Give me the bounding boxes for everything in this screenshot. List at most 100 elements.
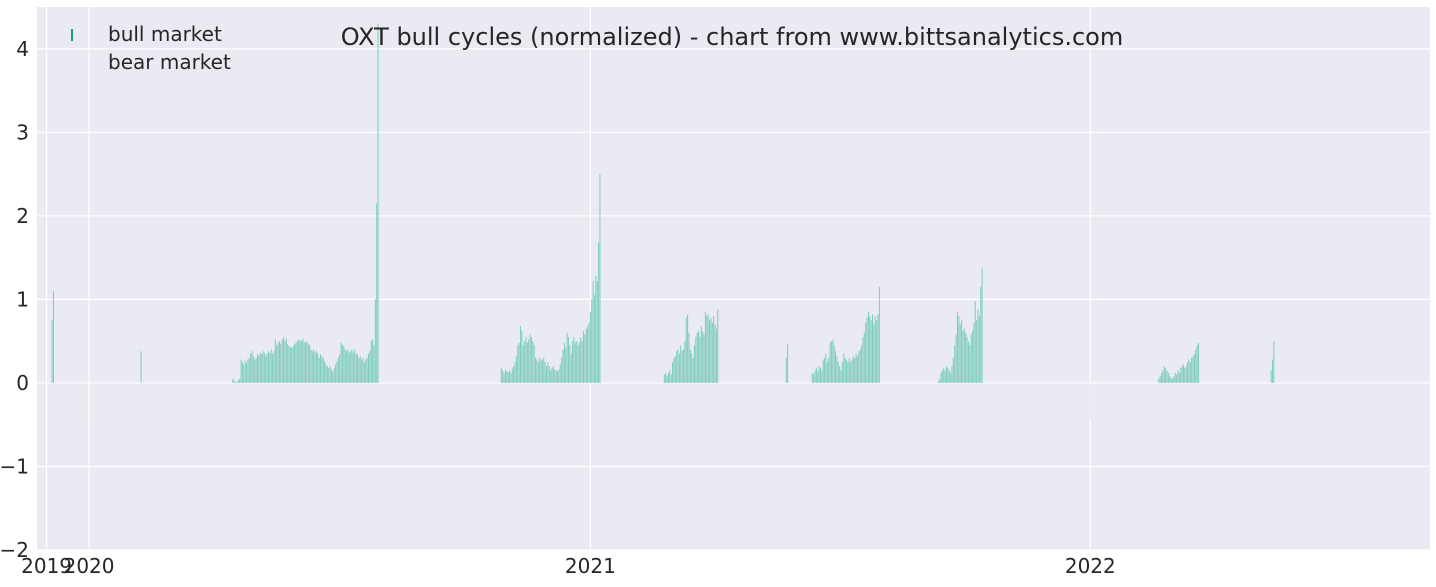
bull-market-bar	[540, 360, 542, 383]
bull-market-bar	[855, 353, 857, 383]
bull-market-bar	[296, 341, 298, 383]
bull-market-bar	[954, 345, 956, 383]
bull-market-bar	[284, 341, 286, 383]
bull-market-bar	[522, 345, 524, 383]
bull-market-bar	[304, 342, 306, 383]
bull-market-bar	[311, 351, 313, 383]
bars	[51, 23, 1275, 425]
legend-bear-swatch	[71, 58, 73, 70]
bull-market-bar	[1178, 372, 1180, 383]
bull-market-bar	[567, 336, 569, 383]
bull-market-bar	[533, 345, 535, 383]
bull-market-bar	[704, 311, 706, 383]
bull-market-bar	[529, 334, 531, 383]
bull-market-bar	[546, 366, 548, 383]
bull-market-bar	[558, 369, 560, 383]
bull-market-bar	[958, 316, 960, 383]
bull-market-bar	[326, 366, 328, 383]
bull-market-bar	[974, 301, 976, 383]
x-tick-label: 2020	[64, 554, 115, 578]
bull-market-bar	[698, 331, 700, 383]
bull-market-bar	[711, 322, 713, 383]
y-axis-tick-labels: −2 −1 0 1 2 3 4	[0, 37, 29, 562]
bull-market-bar	[257, 354, 259, 383]
bull-market-bar	[819, 367, 821, 383]
bull-market-bar	[251, 351, 253, 383]
bull-market-bar	[1181, 366, 1183, 383]
bull-market-bar	[696, 332, 698, 383]
bull-market-bar	[945, 366, 948, 383]
plot-background	[37, 7, 1430, 550]
bull-market-bar	[299, 340, 301, 383]
bull-market-bar	[695, 336, 697, 383]
bull-market-bar	[962, 331, 964, 383]
bull-market-bar	[513, 366, 515, 383]
bull-market-bar	[363, 362, 365, 383]
bull-market-bar	[285, 338, 287, 383]
bull-market-bar	[874, 316, 876, 383]
bull-market-bar	[348, 352, 350, 383]
bull-market-bar	[578, 342, 580, 383]
bull-market-bar	[862, 336, 864, 383]
bull-market-bar	[943, 367, 945, 383]
bull-market-bar	[51, 320, 53, 383]
bull-market-bar	[237, 380, 239, 383]
bull-market-bar	[851, 359, 853, 383]
bull-market-bar	[1184, 367, 1186, 383]
bull-market-bar	[539, 357, 541, 383]
bull-market-bar	[376, 203, 378, 383]
bull-market-bar	[693, 345, 695, 383]
bull-market-bar	[272, 353, 274, 383]
bull-market-bar	[848, 357, 850, 383]
bull-market-bar	[536, 359, 538, 383]
bull-market-bar	[1193, 353, 1195, 383]
bull-market-bar	[300, 341, 302, 383]
bull-market-bar	[1165, 367, 1167, 383]
bull-market-bar	[972, 331, 974, 383]
plot-area	[37, 7, 1430, 550]
bull-market-bar	[321, 356, 323, 383]
bull-market-bar	[1271, 359, 1273, 383]
bull-market-bar	[359, 356, 361, 383]
bull-market-bar	[313, 349, 315, 383]
bull-market-bar	[581, 341, 583, 383]
bull-market-bar	[1273, 341, 1275, 383]
bull-market-bar	[1177, 370, 1179, 383]
bull-market-bar	[552, 366, 554, 383]
bull-market-bar	[287, 344, 289, 383]
bull-market-bar	[339, 354, 341, 383]
bull-market-bar	[854, 357, 856, 383]
bull-market-bar	[869, 316, 871, 383]
bull-market-bar	[559, 364, 561, 383]
bull-market-bar	[670, 374, 672, 383]
x-tick-label: 2019	[21, 554, 72, 578]
bull-market-bar	[1174, 372, 1176, 383]
bull-market-bar	[667, 372, 669, 383]
bull-market-bar	[685, 317, 687, 383]
bull-market-bar	[374, 299, 376, 383]
bull-market-bar	[588, 322, 590, 383]
bull-market-bar	[554, 369, 556, 383]
bull-market-bar	[839, 366, 841, 383]
bull-market-bar	[699, 336, 701, 383]
bull-market-bar	[689, 349, 691, 383]
bull-market-bar	[274, 339, 276, 383]
bull-market-bar	[329, 366, 331, 383]
bull-market-bar	[252, 356, 254, 383]
bull-market-bar	[666, 376, 668, 383]
bull-market-bar	[336, 361, 338, 383]
bull-market-bar	[347, 349, 349, 383]
bull-market-bar	[298, 339, 300, 383]
bull-market-bar	[825, 353, 827, 383]
bull-market-bar	[248, 357, 250, 383]
bull-market-bar	[351, 349, 353, 383]
bull-market-bar	[140, 351, 142, 383]
bull-market-bar	[978, 316, 980, 383]
bull-market-bar	[267, 351, 269, 383]
bull-market-bar	[952, 357, 954, 383]
bull-market-bar	[830, 341, 832, 383]
bull-market-bar	[259, 352, 261, 383]
bull-market-bar	[535, 357, 537, 383]
bull-market-bar	[977, 309, 979, 383]
